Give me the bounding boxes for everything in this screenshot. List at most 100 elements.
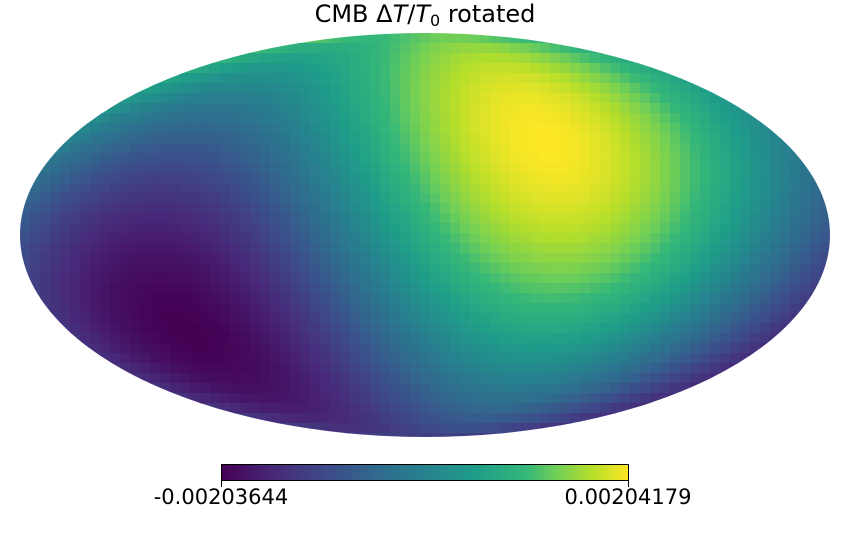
map-pixel	[140, 263, 151, 274]
map-pixel	[420, 103, 431, 114]
map-pixel	[730, 93, 741, 104]
map-pixel	[380, 303, 391, 314]
map-pixel	[760, 313, 771, 324]
map-pixel	[670, 373, 681, 384]
map-pixel	[440, 243, 451, 254]
map-pixel	[50, 133, 61, 144]
map-pixel	[270, 403, 281, 414]
map-pixel	[350, 253, 361, 264]
map-pixel	[400, 193, 411, 204]
map-pixel	[330, 263, 341, 274]
map-pixel	[190, 133, 201, 144]
map-pixel	[230, 253, 241, 264]
map-pixel	[360, 213, 371, 224]
map-pixel	[630, 163, 641, 174]
map-pixel	[180, 223, 191, 234]
map-pixel	[350, 103, 361, 114]
map-pixel	[370, 403, 381, 414]
map-pixel	[670, 83, 681, 94]
map-pixel	[210, 63, 221, 74]
map-pixel	[190, 63, 201, 74]
map-pixel	[700, 233, 711, 244]
map-pixel	[640, 113, 651, 124]
map-pixel	[440, 133, 451, 144]
map-pixel	[280, 253, 291, 264]
map-pixel	[440, 143, 451, 154]
map-pixel	[590, 133, 601, 144]
map-pixel	[740, 203, 751, 214]
map-pixel	[320, 433, 331, 437]
map-pixel	[740, 293, 751, 304]
map-pixel	[150, 383, 161, 394]
map-pixel	[480, 143, 491, 154]
map-pixel	[800, 293, 811, 304]
map-pixel	[130, 213, 141, 224]
map-pixel	[50, 233, 61, 244]
map-pixel	[600, 193, 611, 204]
map-pixel	[460, 193, 471, 204]
map-pixel	[570, 213, 581, 224]
map-pixel	[580, 323, 591, 334]
map-pixel	[400, 63, 411, 74]
map-pixel	[270, 153, 281, 164]
map-pixel	[340, 153, 351, 164]
map-pixel	[210, 193, 221, 204]
map-pixel	[490, 383, 501, 394]
map-pixel	[130, 293, 141, 304]
map-pixel	[170, 323, 181, 334]
map-pixel	[240, 343, 251, 354]
map-pixel	[600, 73, 611, 84]
map-pixel	[590, 183, 601, 194]
map-pixel	[580, 133, 591, 144]
map-pixel	[710, 113, 721, 124]
map-pixel	[210, 343, 221, 354]
map-pixel	[280, 323, 291, 334]
map-pixel	[580, 223, 591, 234]
map-pixel	[340, 183, 351, 194]
map-pixel	[290, 233, 301, 244]
map-pixel	[410, 353, 421, 364]
map-pixel	[700, 343, 711, 354]
map-pixel	[520, 73, 531, 84]
map-pixel	[230, 263, 241, 274]
map-pixel	[610, 253, 621, 264]
map-pixel	[530, 233, 541, 244]
map-pixel	[390, 113, 401, 124]
map-pixel	[420, 353, 431, 364]
map-pixel	[600, 173, 611, 184]
map-pixel	[250, 193, 261, 204]
map-pixel	[220, 413, 231, 424]
map-pixel	[430, 293, 441, 304]
map-pixel	[560, 343, 571, 354]
map-pixel	[220, 353, 231, 364]
map-pixel	[550, 93, 561, 104]
map-pixel	[470, 303, 481, 314]
map-pixel	[450, 393, 461, 404]
map-pixel	[390, 223, 401, 234]
map-pixel	[70, 143, 81, 154]
map-pixel	[160, 103, 171, 114]
map-pixel	[340, 313, 351, 324]
map-pixel	[250, 363, 261, 374]
map-pixel	[520, 153, 531, 164]
map-pixel	[260, 283, 271, 294]
map-pixel	[490, 363, 501, 374]
map-pixel	[380, 383, 391, 394]
map-pixel	[170, 273, 181, 284]
map-pixel	[230, 133, 241, 144]
map-pixel	[260, 63, 271, 74]
map-pixel	[470, 33, 481, 44]
map-pixel	[80, 133, 91, 144]
map-pixel	[720, 113, 731, 124]
map-pixel	[270, 183, 281, 194]
map-pixel	[160, 353, 171, 364]
map-pixel	[380, 323, 391, 334]
map-pixel	[30, 203, 41, 214]
map-pixel	[130, 253, 141, 264]
map-pixel	[50, 303, 61, 314]
map-pixel	[310, 313, 321, 324]
map-pixel	[260, 383, 271, 394]
map-pixel	[180, 373, 191, 384]
map-pixel	[410, 263, 421, 274]
map-pixel	[630, 153, 641, 164]
